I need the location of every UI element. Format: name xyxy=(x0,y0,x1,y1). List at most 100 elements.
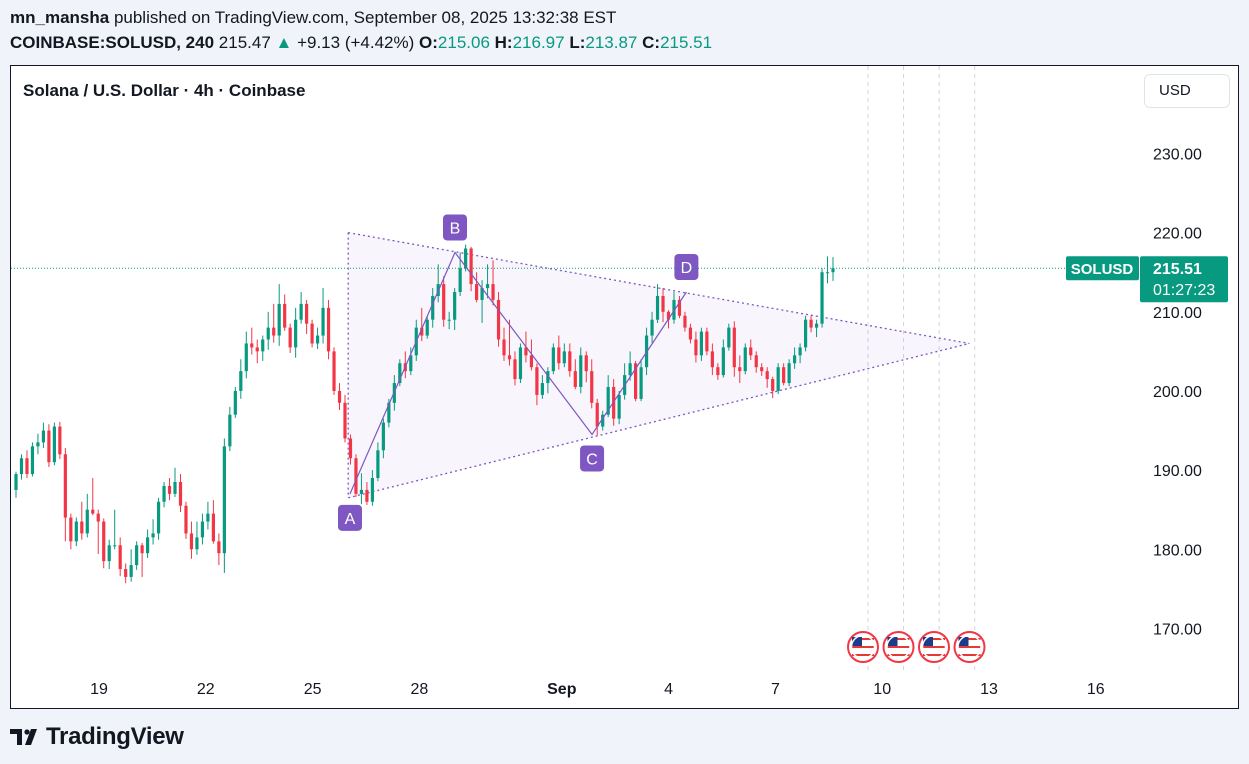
candle-body xyxy=(217,541,221,554)
candle-body xyxy=(601,414,605,427)
candle xyxy=(683,311,687,332)
candle-body xyxy=(820,272,824,324)
candle xyxy=(814,319,819,338)
candle-body xyxy=(732,327,736,368)
candle-body xyxy=(617,394,621,419)
candle-body xyxy=(716,367,720,376)
candle-body xyxy=(135,545,139,566)
candle xyxy=(107,539,111,570)
candle xyxy=(151,519,155,545)
candle-body xyxy=(776,367,780,391)
x-tick-label: 13 xyxy=(980,681,998,698)
candle-body xyxy=(743,347,747,372)
candle xyxy=(540,375,544,399)
us-flag-event-icon[interactable] xyxy=(918,631,950,663)
candle xyxy=(140,542,144,577)
candle-body xyxy=(387,402,391,423)
candle-body xyxy=(782,367,786,384)
last-price: 215.47 xyxy=(218,33,271,52)
pattern-point-c: C xyxy=(580,445,605,472)
candle xyxy=(639,359,643,402)
candle-body xyxy=(206,513,210,522)
candle-body xyxy=(803,319,808,348)
price-chart[interactable]: 170.00 180.00 190.00 200.00 210.00 220.00 230.… xyxy=(11,66,1239,709)
price-change: +9.13 (+4.42%) xyxy=(297,33,415,52)
candle xyxy=(354,454,358,498)
candle-body xyxy=(447,319,451,321)
us-flag-event-icon[interactable] xyxy=(953,631,986,663)
triangle-upper-line xyxy=(348,232,970,345)
candle xyxy=(628,351,632,381)
candle xyxy=(80,501,84,540)
candle xyxy=(442,276,446,327)
candle xyxy=(634,360,638,402)
currency-button[interactable]: USD xyxy=(1144,74,1230,108)
footer-brand[interactable]: TradingView xyxy=(10,722,184,752)
candle xyxy=(189,521,194,559)
publish-line: mn_mansha published on TradingView.com, … xyxy=(10,8,616,28)
y-tick-label: 170.00 xyxy=(1153,621,1202,638)
candle xyxy=(74,517,78,547)
candle-body xyxy=(650,319,654,336)
us-flag-event-icon[interactable] xyxy=(882,631,915,663)
candle xyxy=(699,327,704,361)
candle xyxy=(277,284,281,346)
candle xyxy=(195,521,199,555)
candle-body xyxy=(250,343,254,348)
candle xyxy=(69,513,73,550)
candle-body xyxy=(305,303,309,324)
candle xyxy=(376,442,380,482)
candle xyxy=(710,343,714,376)
candle xyxy=(129,549,133,582)
candle xyxy=(584,351,588,383)
candle-body xyxy=(458,268,462,293)
candle xyxy=(19,454,24,480)
candle-body xyxy=(167,485,172,494)
candle-body xyxy=(239,371,243,391)
candle xyxy=(332,347,336,395)
candle xyxy=(299,292,303,324)
candle xyxy=(820,268,824,328)
us-flag-event-icon[interactable] xyxy=(847,631,879,663)
low-value: 213.87 xyxy=(585,33,638,52)
symbol-label: COINBASE:SOLUSD, 240 xyxy=(10,33,215,52)
candle xyxy=(25,450,29,479)
pattern-point-b: B xyxy=(443,214,467,241)
symbol-tag-text: SOLUSD xyxy=(1071,261,1134,278)
candle-body xyxy=(442,284,446,320)
candle-body xyxy=(25,458,29,475)
high-value: 216.97 xyxy=(512,33,565,52)
candle-body xyxy=(425,319,429,336)
candle xyxy=(266,311,270,350)
candle xyxy=(803,315,808,352)
candle-body xyxy=(178,481,183,506)
candle-body xyxy=(727,327,731,348)
candle xyxy=(568,343,572,377)
candle-body xyxy=(469,248,473,285)
candle-body xyxy=(699,331,704,356)
candle xyxy=(239,359,243,399)
candle-body xyxy=(688,327,693,340)
candle-body xyxy=(140,545,144,554)
candle xyxy=(782,363,786,386)
candle xyxy=(135,541,139,570)
author-name[interactable]: mn_mansha xyxy=(10,8,110,27)
candle-body xyxy=(420,327,424,336)
countdown-value: 01:27:23 xyxy=(1153,282,1215,299)
candle xyxy=(743,343,747,375)
x-tick-label: 19 xyxy=(90,681,108,698)
candle xyxy=(52,422,56,466)
candle xyxy=(233,386,237,418)
open-label: O: xyxy=(419,33,438,52)
candle-body xyxy=(354,458,358,494)
candle-body xyxy=(47,430,51,463)
chart-frame[interactable]: 170.00 180.00 190.00 200.00 210.00 220.00 230.… xyxy=(10,65,1239,709)
candle-body xyxy=(562,351,566,364)
candle xyxy=(409,347,413,376)
candle-body xyxy=(798,347,802,356)
candle xyxy=(677,295,682,319)
candle xyxy=(326,299,331,360)
candle-body xyxy=(359,489,364,494)
candle xyxy=(211,500,215,544)
candle-body xyxy=(96,513,100,522)
